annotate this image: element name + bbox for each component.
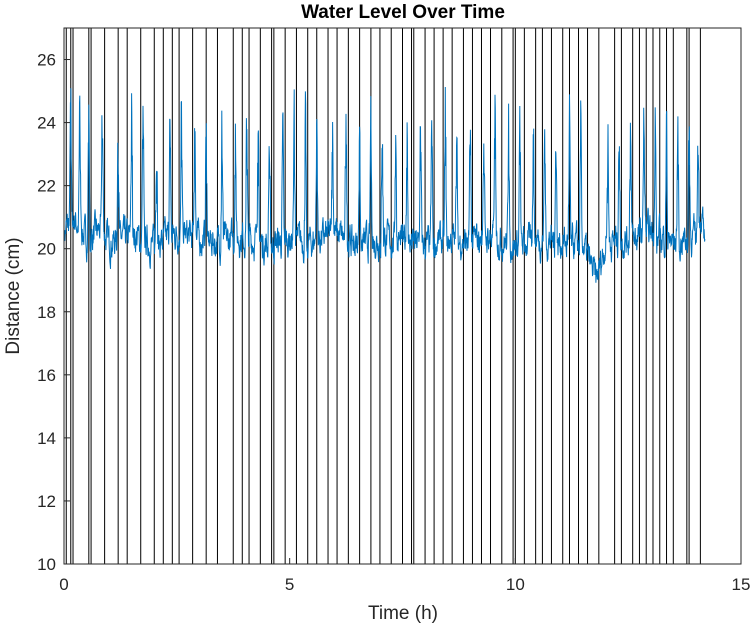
x-axis: 0 5 10 15 [59,558,750,594]
y-tick-label: 12 [37,492,56,511]
x-tick-label: 10 [506,575,525,594]
series-line [63,86,706,283]
y-tick-label: 24 [37,114,56,133]
y-tick-label: 14 [37,429,56,448]
axes-box [63,27,742,565]
x-tick-label: 15 [732,575,751,594]
plot-area [63,28,706,564]
x-axis-label: Time (h) [368,603,438,624]
y-axis-label: Distance (cm) [3,237,24,354]
y-tick-label: 22 [37,177,56,196]
x-tick-label: 5 [285,575,294,594]
y-tick-label: 10 [37,555,56,574]
chart-title: Water Level Over Time [301,2,505,23]
y-tick-label: 26 [37,51,56,70]
x-tick-label: 0 [59,575,68,594]
y-tick-label: 20 [37,240,56,259]
y-tick-label: 18 [37,303,56,322]
y-axis: 10 12 14 16 18 20 22 24 26 [37,51,70,574]
y-tick-label: 16 [37,366,56,385]
